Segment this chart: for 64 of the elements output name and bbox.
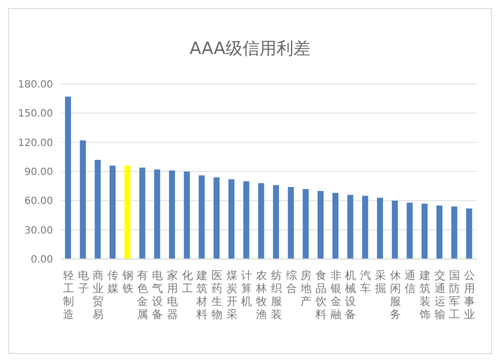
bar <box>110 166 116 259</box>
x-tick-label: 家用电器 <box>166 269 178 321</box>
bar <box>184 172 190 259</box>
bar <box>436 206 442 259</box>
bar <box>139 168 146 259</box>
bar <box>169 170 175 259</box>
x-tick-label: 非银金融 <box>329 269 342 321</box>
bar <box>347 194 354 259</box>
y-tick-label: 120.00 <box>18 138 53 149</box>
x-tick-label: 公用事业 <box>464 269 476 321</box>
bar <box>65 96 71 259</box>
x-tick-label: 建筑装饰 <box>418 269 430 321</box>
x-tick-label: 国防军工 <box>449 269 460 321</box>
x-tick-label: 商业贸易 <box>92 269 104 321</box>
x-tick-label: 通信 <box>404 269 416 295</box>
bar <box>318 190 324 259</box>
x-tick-label: 休闲服务 <box>390 269 401 321</box>
y-tick-label: 30.00 <box>24 225 53 236</box>
y-tick-label: 0.00 <box>30 254 53 266</box>
bar <box>154 170 160 259</box>
y-tick-label: 90.00 <box>24 167 53 178</box>
bar <box>243 181 250 259</box>
x-tick-label: 计算机 <box>241 269 252 308</box>
bar <box>288 187 294 259</box>
x-tick-label: 化工 <box>182 269 193 295</box>
x-tick-label: 综合 <box>286 269 297 295</box>
chart-title: AAA级信用利差 <box>188 38 312 60</box>
bar <box>362 196 368 259</box>
bar <box>377 198 383 259</box>
bar <box>392 200 398 259</box>
bar <box>258 183 264 259</box>
y-tick-label: 150.00 <box>18 108 53 120</box>
x-tick-label: 电子 <box>78 269 89 295</box>
bar <box>422 204 428 259</box>
bar <box>302 189 309 259</box>
x-tick-label: 农林牧渔 <box>255 269 268 321</box>
x-tick-label: 煤炭开采 <box>226 269 238 321</box>
x-tick-label: 钢铁 <box>121 269 134 295</box>
x-tick-label: 机械设备 <box>345 269 356 321</box>
x-tick-label: 医药生物 <box>212 269 222 321</box>
bar <box>94 160 101 259</box>
x-tick-label: 建筑材料 <box>196 269 208 321</box>
x-tick-label: 轻工制造 <box>62 269 74 321</box>
x-tick-label: 交通运输 <box>434 269 446 321</box>
x-tick-label: 食品饮料 <box>314 269 326 321</box>
bar <box>406 202 413 259</box>
y-tick-label: 180.00 <box>18 80 53 91</box>
x-tick-label: 电气设备 <box>152 269 164 321</box>
x-tick-label: 汽车 <box>360 269 372 295</box>
bar <box>198 175 205 259</box>
bar <box>273 185 279 259</box>
bar <box>332 192 338 259</box>
x-tick-label: 传媒 <box>108 269 118 295</box>
bar <box>214 177 220 259</box>
bar <box>451 206 458 259</box>
x-tick-label: 采掘 <box>374 269 386 295</box>
bar <box>466 208 472 259</box>
x-tick-label: 有色金属 <box>137 269 148 321</box>
x-tick-label: 纺织服装 <box>270 269 282 321</box>
bar <box>80 140 86 259</box>
bar <box>124 166 130 259</box>
x-tick-label: 房地产 <box>300 269 312 308</box>
y-tick-label: 60.00 <box>24 196 53 208</box>
bar <box>228 179 234 259</box>
